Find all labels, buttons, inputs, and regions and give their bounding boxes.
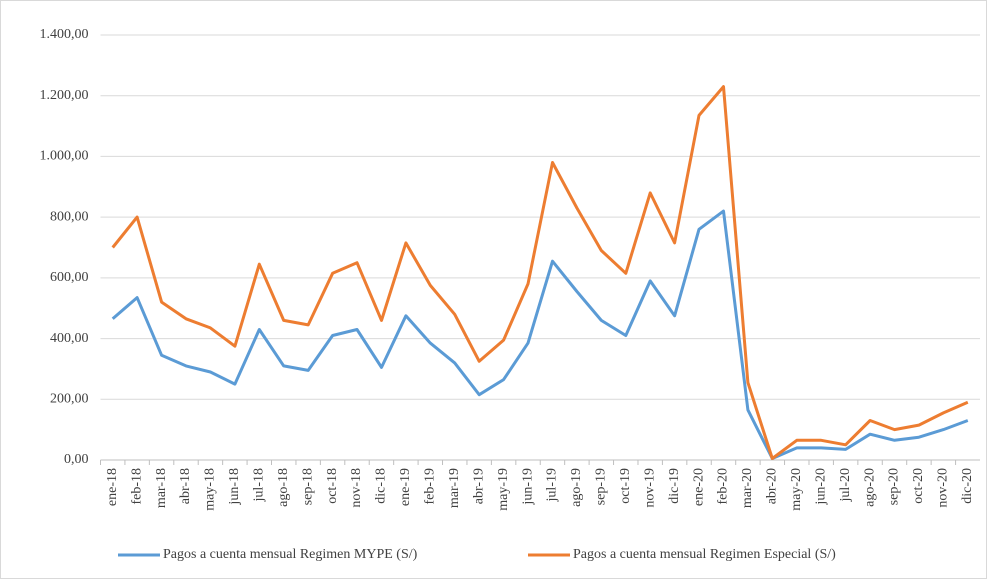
x-tick-label: may-18: [203, 468, 218, 511]
x-tick-label: ene-18: [105, 468, 120, 506]
y-tick-label: 200,00: [50, 392, 89, 407]
x-tick-label: oct-18: [325, 468, 340, 504]
x-tick-label: oct-20: [911, 468, 926, 504]
y-tick-label: 0,00: [64, 452, 89, 467]
x-tick-label: nov-18: [349, 468, 364, 508]
x-tick-label: dic-20: [960, 468, 975, 504]
x-tick-label: sep-19: [594, 468, 609, 505]
x-tick-label: mar-20: [740, 468, 755, 508]
x-tick-label: ene-19: [398, 468, 413, 506]
x-tick-label: feb-18: [129, 468, 144, 505]
x-tick-label: jul-19: [545, 468, 560, 502]
x-tick-label: abr-19: [471, 468, 486, 504]
x-tick-label: jul-20: [838, 468, 853, 502]
series-line: [111, 209, 969, 460]
x-tick-label: jun-20: [813, 468, 828, 506]
x-tick-label: ago-18: [276, 468, 291, 507]
x-tick-label: abr-18: [178, 468, 193, 504]
x-tick-label: jun-19: [520, 468, 535, 506]
y-tick-label: 800,00: [50, 209, 89, 224]
x-tick-label: dic-18: [374, 468, 389, 504]
y-tick-label: 1.200,00: [40, 88, 89, 103]
x-tick-label: feb-20: [716, 468, 731, 505]
x-tick-label: nov-20: [936, 468, 951, 508]
x-tick-label: sep-18: [300, 468, 315, 505]
x-tick-label: mar-18: [154, 468, 169, 508]
x-tick-label: feb-19: [423, 468, 438, 505]
legend-label: Pagos a cuenta mensual Regimen MYPE (S/): [163, 547, 418, 562]
series-line: [111, 85, 969, 460]
x-tick-label: ago-20: [862, 468, 877, 507]
x-tick-label: abr-20: [765, 468, 780, 504]
y-tick-label: 600,00: [50, 270, 89, 285]
x-tick-label: dic-19: [667, 468, 682, 504]
x-tick-label: mar-19: [447, 468, 462, 508]
y-tick-label: 400,00: [50, 331, 89, 346]
x-tick-label: nov-19: [642, 468, 657, 508]
x-tick-label: ago-19: [569, 468, 584, 507]
x-tick-label: jun-18: [227, 468, 242, 506]
x-tick-label: oct-19: [618, 468, 633, 504]
y-tick-label: 1.400,00: [40, 27, 89, 42]
y-tick-label: 1.000,00: [40, 149, 89, 164]
x-tick-label: may-19: [496, 468, 511, 511]
x-tick-label: jul-18: [252, 468, 267, 502]
legend-label: Pagos a cuenta mensual Regimen Especial …: [573, 547, 836, 562]
x-tick-label: may-20: [789, 468, 804, 511]
x-tick-label: ene-20: [691, 468, 706, 506]
x-tick-label: sep-20: [887, 468, 902, 505]
